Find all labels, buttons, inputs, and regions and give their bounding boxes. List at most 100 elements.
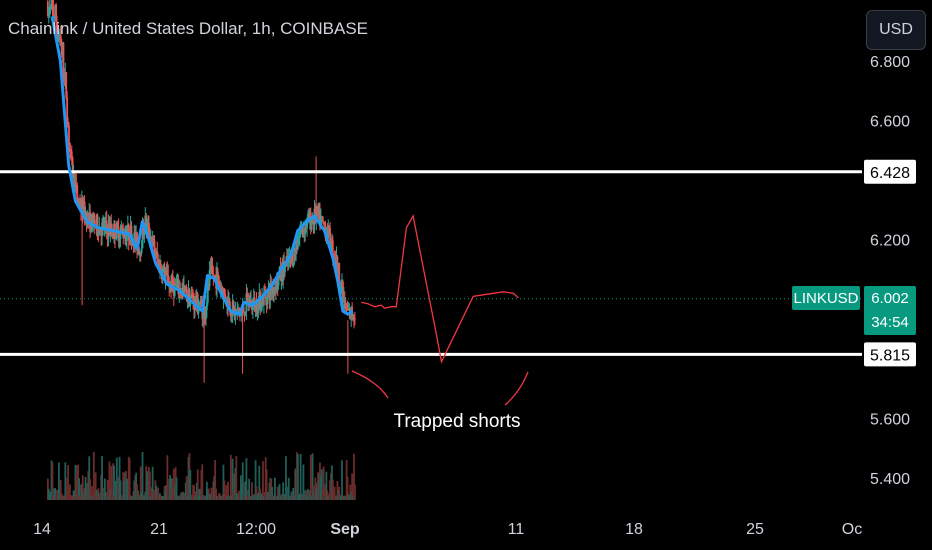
candle-body <box>321 216 324 221</box>
volume-bar <box>46 478 49 500</box>
last-price-label: 6.002 <box>871 290 909 307</box>
volume-bar <box>348 495 351 500</box>
volume-bar <box>57 462 60 500</box>
candle-body <box>103 223 106 231</box>
candle-body <box>166 270 169 275</box>
candle-body <box>281 266 284 282</box>
currency-button[interactable]: USD <box>866 10 926 50</box>
volume-bar <box>69 495 72 500</box>
volume-bar <box>283 496 286 500</box>
candle-body <box>269 283 272 300</box>
candle-body <box>242 306 245 313</box>
volume-bar <box>292 487 295 500</box>
volume-bar <box>228 495 231 500</box>
volume-bar <box>313 492 316 500</box>
volume-bar <box>276 486 279 500</box>
candle-body <box>63 72 66 80</box>
y-tick-label: 6.600 <box>870 114 910 131</box>
candle-body <box>81 200 84 218</box>
candle-body <box>53 18 56 20</box>
volume-bar <box>92 451 95 500</box>
volume-bar <box>75 475 78 500</box>
volume-bar <box>162 495 165 500</box>
candle-body <box>64 71 67 80</box>
candle-body <box>214 275 217 277</box>
candle-body <box>186 299 189 301</box>
volume-bar <box>229 454 232 500</box>
bar-countdown-label: 34:54 <box>871 314 909 331</box>
volume-bar <box>244 481 247 500</box>
volume-bar <box>232 491 235 500</box>
volume-bar <box>295 468 297 500</box>
candle-body <box>353 317 355 319</box>
volume-bar <box>140 493 143 500</box>
candle-body <box>165 270 168 276</box>
volume-bar <box>245 458 248 500</box>
candle-body <box>235 308 238 312</box>
candle-body <box>299 229 302 233</box>
candle-body <box>51 0 54 7</box>
volume-bar <box>183 493 185 500</box>
volume-bar <box>349 484 352 500</box>
candle-body <box>96 215 99 234</box>
volume-bar <box>71 495 74 500</box>
candle-body <box>256 312 259 314</box>
candle-body <box>119 230 122 240</box>
volume-bar <box>77 464 80 500</box>
volume-bar <box>191 494 194 500</box>
candle-body <box>284 266 286 272</box>
candle-body <box>338 263 341 286</box>
candle-body <box>309 212 312 230</box>
volume-bar <box>298 493 301 500</box>
volume-bar <box>249 495 251 500</box>
volume-bar <box>240 475 242 500</box>
annotation-curve-left <box>351 370 389 399</box>
candle-body <box>306 218 308 229</box>
volume-bar <box>297 495 300 500</box>
volume-bar <box>264 457 267 500</box>
volume-bar <box>317 472 320 500</box>
volume-bar <box>80 484 82 500</box>
volume-bar <box>113 465 115 500</box>
candle-body <box>104 220 107 224</box>
volume-bar <box>93 493 96 500</box>
volume-bar <box>197 495 200 500</box>
candle-body <box>333 257 336 261</box>
candle-body <box>297 237 300 245</box>
volume-bar <box>274 496 277 500</box>
candle-body <box>135 232 138 243</box>
candle-body <box>246 293 249 298</box>
candle-body <box>296 244 299 249</box>
candle-body <box>56 22 58 32</box>
candle-body <box>49 4 52 7</box>
candle-body <box>92 214 95 221</box>
volume-bar <box>335 495 338 500</box>
volume-bar <box>82 491 85 500</box>
volume-bar <box>324 494 327 500</box>
candle-body <box>112 234 115 237</box>
volume-bar <box>321 488 324 500</box>
volume-bar <box>114 496 116 500</box>
volume-bar <box>51 462 54 500</box>
volume-bar <box>180 492 183 500</box>
candle-body <box>295 244 297 252</box>
time-axis[interactable]: 14 21 12:00 Sep 11 18 25 Oc <box>33 521 862 538</box>
volume-bar <box>285 456 287 500</box>
candle-body <box>226 296 229 305</box>
candle-body <box>323 223 326 227</box>
volume-bar <box>255 486 258 500</box>
candle-body <box>150 238 153 247</box>
candle-body <box>88 212 91 221</box>
volume-bar <box>267 495 270 500</box>
volume-bar <box>309 454 312 500</box>
candle-body <box>327 225 330 239</box>
volume-bar <box>56 489 58 500</box>
volume-bar <box>98 492 101 500</box>
candle-body <box>192 297 194 303</box>
support-resistance-levels[interactable] <box>0 170 862 356</box>
price-axis[interactable]: 6.800 6.600 6.200 5.600 5.400 <box>870 54 910 488</box>
candle-body <box>312 220 315 225</box>
candle-body <box>137 246 140 255</box>
volume-bar <box>237 495 240 500</box>
